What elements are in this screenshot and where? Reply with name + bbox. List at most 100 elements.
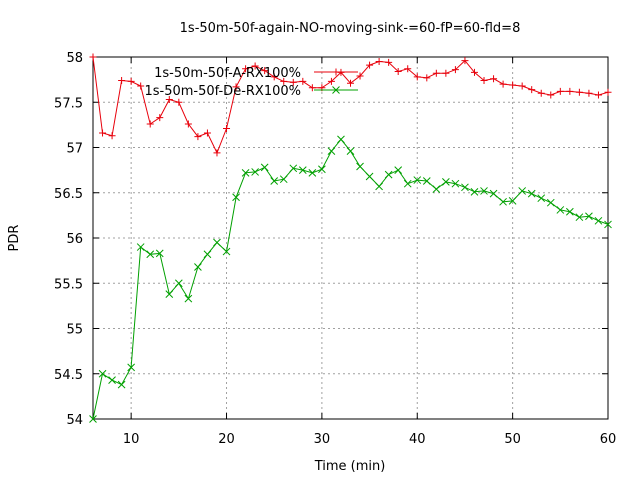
series-1-point xyxy=(585,89,593,97)
series-1-point xyxy=(165,96,173,104)
series-2-point xyxy=(489,189,498,198)
series-2-point xyxy=(318,165,326,174)
series-1-point xyxy=(432,69,440,77)
series-1-point xyxy=(146,120,154,128)
y-tick-label: 54 xyxy=(66,413,83,428)
series-2-point xyxy=(508,197,517,205)
series-2-point xyxy=(241,168,250,177)
series-1-point xyxy=(308,84,316,92)
series-2-point xyxy=(337,135,345,144)
y-axis-label: PDR xyxy=(7,225,22,252)
series-1-point xyxy=(327,77,335,85)
series-1-point xyxy=(299,77,307,85)
series-1-point xyxy=(175,98,183,106)
series-2-point xyxy=(346,147,355,155)
series-1 xyxy=(89,53,612,157)
series-2-point xyxy=(203,250,212,259)
series-2-point xyxy=(155,249,164,258)
x-tick-label: 50 xyxy=(504,432,521,447)
legend-marker-2 xyxy=(332,86,340,94)
series-1-point xyxy=(213,149,221,157)
series-2-point xyxy=(251,168,259,176)
series-1-point xyxy=(556,87,564,95)
series-2-point xyxy=(270,177,279,185)
x-tick-label: 10 xyxy=(123,432,140,447)
y-tick-label: 57.5 xyxy=(54,96,83,111)
series-2-point xyxy=(403,179,412,188)
series-2-point xyxy=(146,250,155,259)
series-1-point xyxy=(289,78,297,86)
series-1-point xyxy=(270,73,278,81)
series-2-point xyxy=(442,178,450,186)
x-tick-label: 30 xyxy=(314,432,331,447)
series-2-point xyxy=(194,263,202,271)
grid-lines xyxy=(93,57,608,419)
series-2-point xyxy=(174,279,183,288)
plot-frame xyxy=(92,56,609,420)
y-tick-label: 57 xyxy=(66,142,83,157)
series-1-point xyxy=(156,114,164,122)
y-tick-label: 55.5 xyxy=(54,277,83,292)
series-2-point xyxy=(384,170,393,179)
series-2-point xyxy=(98,369,107,378)
series-2-point xyxy=(184,294,193,303)
legend-marker-1 xyxy=(332,68,340,76)
y-tick-label: 54.5 xyxy=(54,368,83,383)
series-1-point xyxy=(442,69,450,77)
series-1-point xyxy=(203,129,211,137)
series-layer xyxy=(89,53,612,423)
series-1-point xyxy=(223,124,231,132)
series-1-point xyxy=(232,83,240,91)
legend-label-2: 1s-50m-50f-De-RX100% xyxy=(144,84,301,99)
series-1-point xyxy=(242,65,250,73)
series-1-point xyxy=(566,87,574,95)
series-2-point xyxy=(461,183,469,192)
series-2-point xyxy=(546,198,555,207)
y-tick-label: 55 xyxy=(66,323,83,338)
series-2-point xyxy=(480,187,488,195)
legend-label-1: 1s-50m-50f-A-RX100% xyxy=(154,66,301,81)
series-1-point xyxy=(518,82,526,90)
series-2-point xyxy=(298,166,307,174)
series-1-point xyxy=(99,129,107,137)
series-1-point xyxy=(280,77,288,85)
x-axis-label: Time (min) xyxy=(314,459,386,474)
series-1-point xyxy=(413,73,421,81)
series-2-point xyxy=(308,168,317,177)
series-2-point xyxy=(537,194,546,203)
series-2-point xyxy=(422,177,431,185)
series-1-point xyxy=(347,79,354,87)
series-2-point xyxy=(260,163,269,172)
series-1-point xyxy=(461,57,469,65)
series-2-point xyxy=(165,290,174,298)
series-2-point xyxy=(356,162,364,171)
series-1-point xyxy=(261,67,269,75)
series-2-point xyxy=(413,176,422,184)
series-1-point xyxy=(575,88,583,96)
series-1-point xyxy=(118,77,126,85)
series-2-point xyxy=(527,189,536,198)
series-2-point xyxy=(375,182,383,191)
series-2-point xyxy=(499,197,507,206)
series-1-point xyxy=(451,66,459,74)
series-1-point xyxy=(108,132,116,140)
series-2-point xyxy=(575,213,584,222)
x-tick-label: 60 xyxy=(600,432,617,447)
series-1-point xyxy=(547,91,555,99)
series-2-point xyxy=(222,247,231,256)
series-2-point xyxy=(565,207,574,216)
series-1-point xyxy=(404,65,412,73)
series-1-point xyxy=(490,75,498,83)
series-1-point xyxy=(184,120,192,128)
chart-title: 1s-50m-50f-again-NO-moving-sink-=60-fP=6… xyxy=(180,21,521,36)
series-2-point xyxy=(289,164,298,173)
series-2-point xyxy=(594,216,603,225)
series-1-point xyxy=(499,80,507,88)
series-2-point xyxy=(127,363,136,372)
axis-ticks: 54 54.5 55 55.5 56 56.5 57 57.5 58 10 20 30 40 50 60 xyxy=(54,51,616,447)
series-1-point xyxy=(470,68,478,76)
series-1-point xyxy=(528,86,536,94)
y-tick-label: 56 xyxy=(66,232,83,247)
series-2-point xyxy=(136,243,145,251)
